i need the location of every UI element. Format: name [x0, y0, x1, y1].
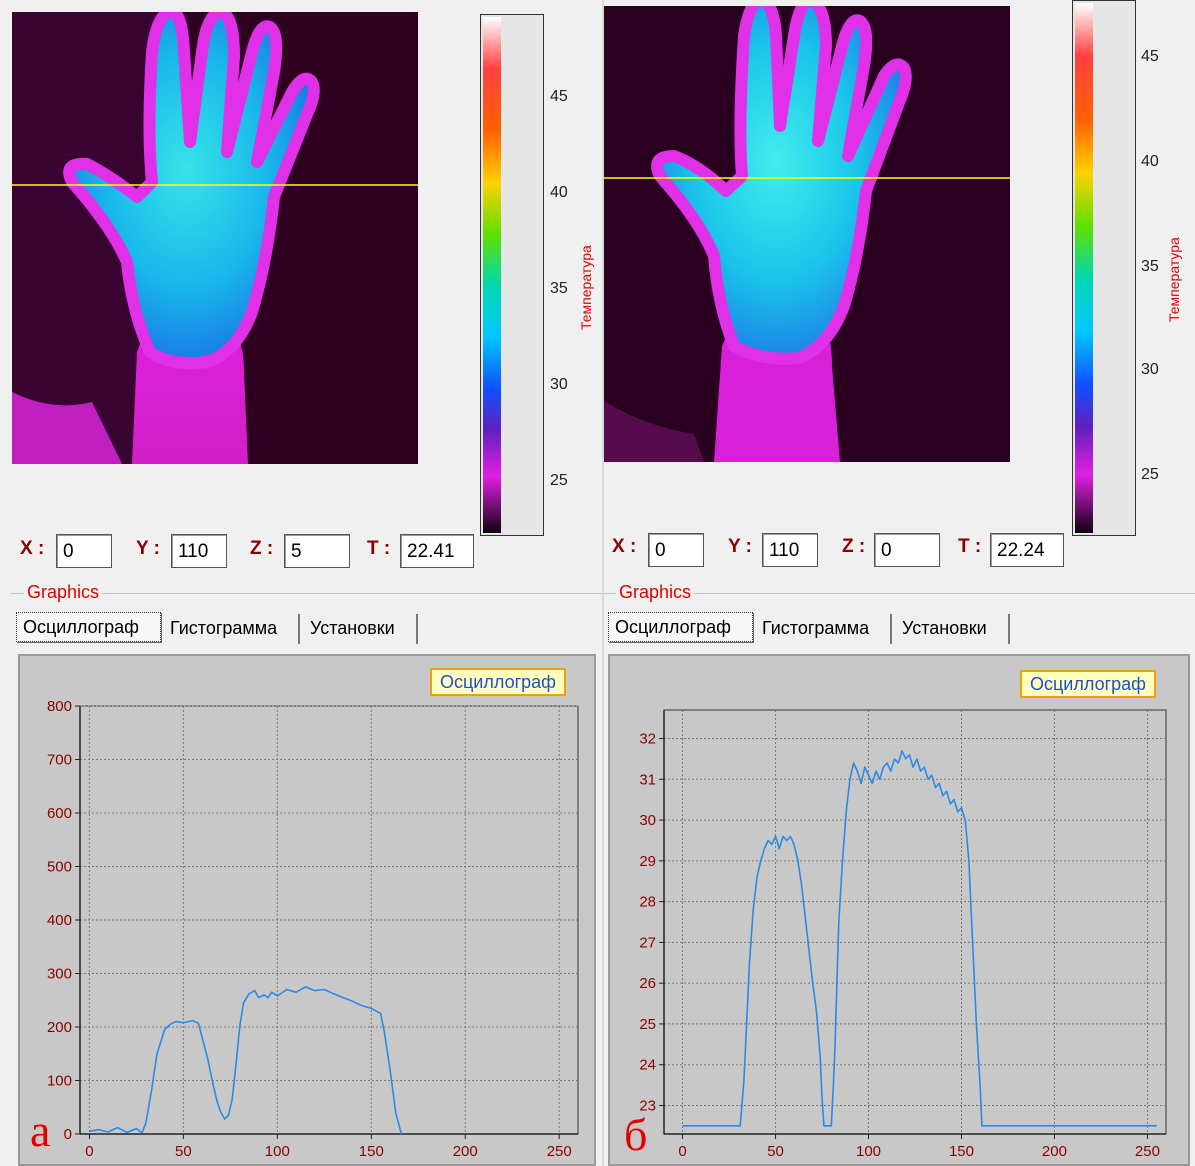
colorbar	[1072, 0, 1136, 536]
t-field[interactable]: 22.41	[400, 534, 474, 568]
y-tick-label: 300	[47, 966, 72, 983]
x-tick-label: 150	[359, 1143, 384, 1160]
x-tick-label: 150	[949, 1143, 974, 1160]
tab-settings[interactable]: Установки	[896, 614, 1010, 644]
x-tick-label: 200	[453, 1143, 478, 1160]
y-tick-label: 600	[47, 805, 72, 822]
colorbar-tick: 30	[1141, 361, 1159, 378]
y-label: Y :	[728, 536, 752, 557]
y-tick-label: 29	[639, 853, 656, 870]
colorbar-tick: 25	[1141, 466, 1159, 483]
x-tick-label: 100	[856, 1143, 881, 1160]
y-tick-label: 23	[639, 1097, 656, 1114]
y-tick-label: 500	[47, 859, 72, 876]
x-tick-label: 50	[175, 1143, 192, 1160]
z-field[interactable]: 5	[284, 534, 350, 568]
x-field[interactable]: 0	[56, 534, 112, 568]
x-tick-label: 0	[678, 1143, 686, 1160]
colorbar-title: Температура	[1166, 237, 1182, 322]
colorbar	[480, 14, 544, 536]
y-tick-label: 0	[64, 1126, 72, 1143]
y-tick-label: 26	[639, 975, 656, 992]
y-tick-label: 800	[47, 698, 72, 715]
y-tick-label: 24	[639, 1057, 656, 1074]
y-label: Y :	[136, 538, 160, 559]
thermogram-image[interactable]	[12, 12, 418, 464]
x-tick-label: 200	[1042, 1143, 1067, 1160]
plot-area	[663, 709, 1167, 1135]
y-tick-label: 25	[639, 1016, 656, 1033]
colorbar-scale	[1075, 3, 1093, 533]
colorbar-tick: 45	[1141, 48, 1159, 65]
tab-settings[interactable]: Установки	[304, 614, 418, 644]
x-label: X :	[20, 538, 45, 559]
colorbar-tick: 35	[1141, 258, 1159, 275]
series-line	[682, 750, 1157, 1127]
z-label: Z :	[250, 538, 274, 559]
y-tick-label: 27	[639, 934, 656, 951]
group-border	[604, 593, 1195, 594]
y-tick-label: 31	[639, 771, 656, 788]
group-border	[10, 593, 602, 594]
panel-a: 45 40 35 30 25 Температура X : 0 Y : 110…	[0, 0, 602, 1166]
x-tick-label: 250	[547, 1143, 572, 1160]
t-label: T :	[367, 538, 391, 559]
y-field[interactable]: 110	[171, 534, 227, 568]
chart-label: Осциллограф	[1020, 670, 1156, 698]
colorbar-tick: 35	[550, 280, 568, 297]
colorbar-tick: 45	[550, 88, 568, 105]
colorbar-tick: 25	[550, 472, 568, 489]
series-line	[89, 986, 403, 1135]
x-label: X :	[612, 536, 637, 557]
tab-oscillograph[interactable]: Осциллограф	[608, 612, 753, 642]
oscillograph-chart[interactable]: 0 50 100 150 200 250 0 100 200 300 400 500 600 700 800	[20, 656, 594, 1166]
group-title-graphics: Graphics	[24, 582, 103, 603]
panel-letter: а	[30, 1105, 51, 1156]
group-title-graphics: Graphics	[616, 582, 695, 603]
x-tick-label: 100	[265, 1143, 290, 1160]
oscillograph-chart[interactable]: 0 50 100 150 200 250 23 24 25 26 27 28 29 30 31 32	[610, 656, 1188, 1166]
panel-b: 45 40 35 30 25 Температура X : 0 Y : 110…	[604, 0, 1195, 1166]
x-tick-label: 250	[1135, 1143, 1160, 1160]
colorbar-scale	[483, 17, 501, 533]
t-field[interactable]: 22.24	[990, 533, 1064, 567]
y-tick-label: 200	[47, 1019, 72, 1036]
colorbar-tick: 30	[550, 376, 568, 393]
chart-area: 0 50 100 150 200 250 0 100 200 300 400 500 600 700 800	[18, 654, 596, 1166]
colorbar-tick: 40	[550, 184, 568, 201]
y-tick-label: 30	[639, 812, 656, 829]
z-label: Z :	[842, 536, 866, 557]
y-tick-label: 400	[47, 912, 72, 929]
tab-oscillograph[interactable]: Осциллограф	[16, 612, 161, 642]
z-field[interactable]: 0	[874, 533, 940, 567]
panel-divider	[602, 0, 604, 1166]
y-tick-label: 28	[639, 894, 656, 911]
y-tick-label: 700	[47, 752, 72, 769]
x-field[interactable]: 0	[648, 533, 704, 567]
colorbar-title: Температура	[578, 245, 594, 330]
panel-letter: б	[624, 1109, 648, 1160]
y-field[interactable]: 110	[762, 533, 818, 567]
x-tick-label: 0	[85, 1143, 93, 1160]
chart-label: Осциллограф	[430, 668, 566, 696]
tab-histogram[interactable]: Гистограмма	[756, 614, 892, 644]
colorbar-tick: 40	[1141, 153, 1159, 170]
y-tick-label: 100	[47, 1073, 72, 1090]
x-tick-label: 50	[767, 1143, 784, 1160]
tab-histogram[interactable]: Гистограмма	[164, 614, 300, 644]
t-label: T :	[958, 536, 982, 557]
chart-area: 0 50 100 150 200 250 23 24 25 26 27 28 29 30 31 32	[608, 654, 1190, 1166]
y-tick-label: 32	[639, 731, 656, 748]
thermogram-image[interactable]	[604, 6, 1010, 462]
